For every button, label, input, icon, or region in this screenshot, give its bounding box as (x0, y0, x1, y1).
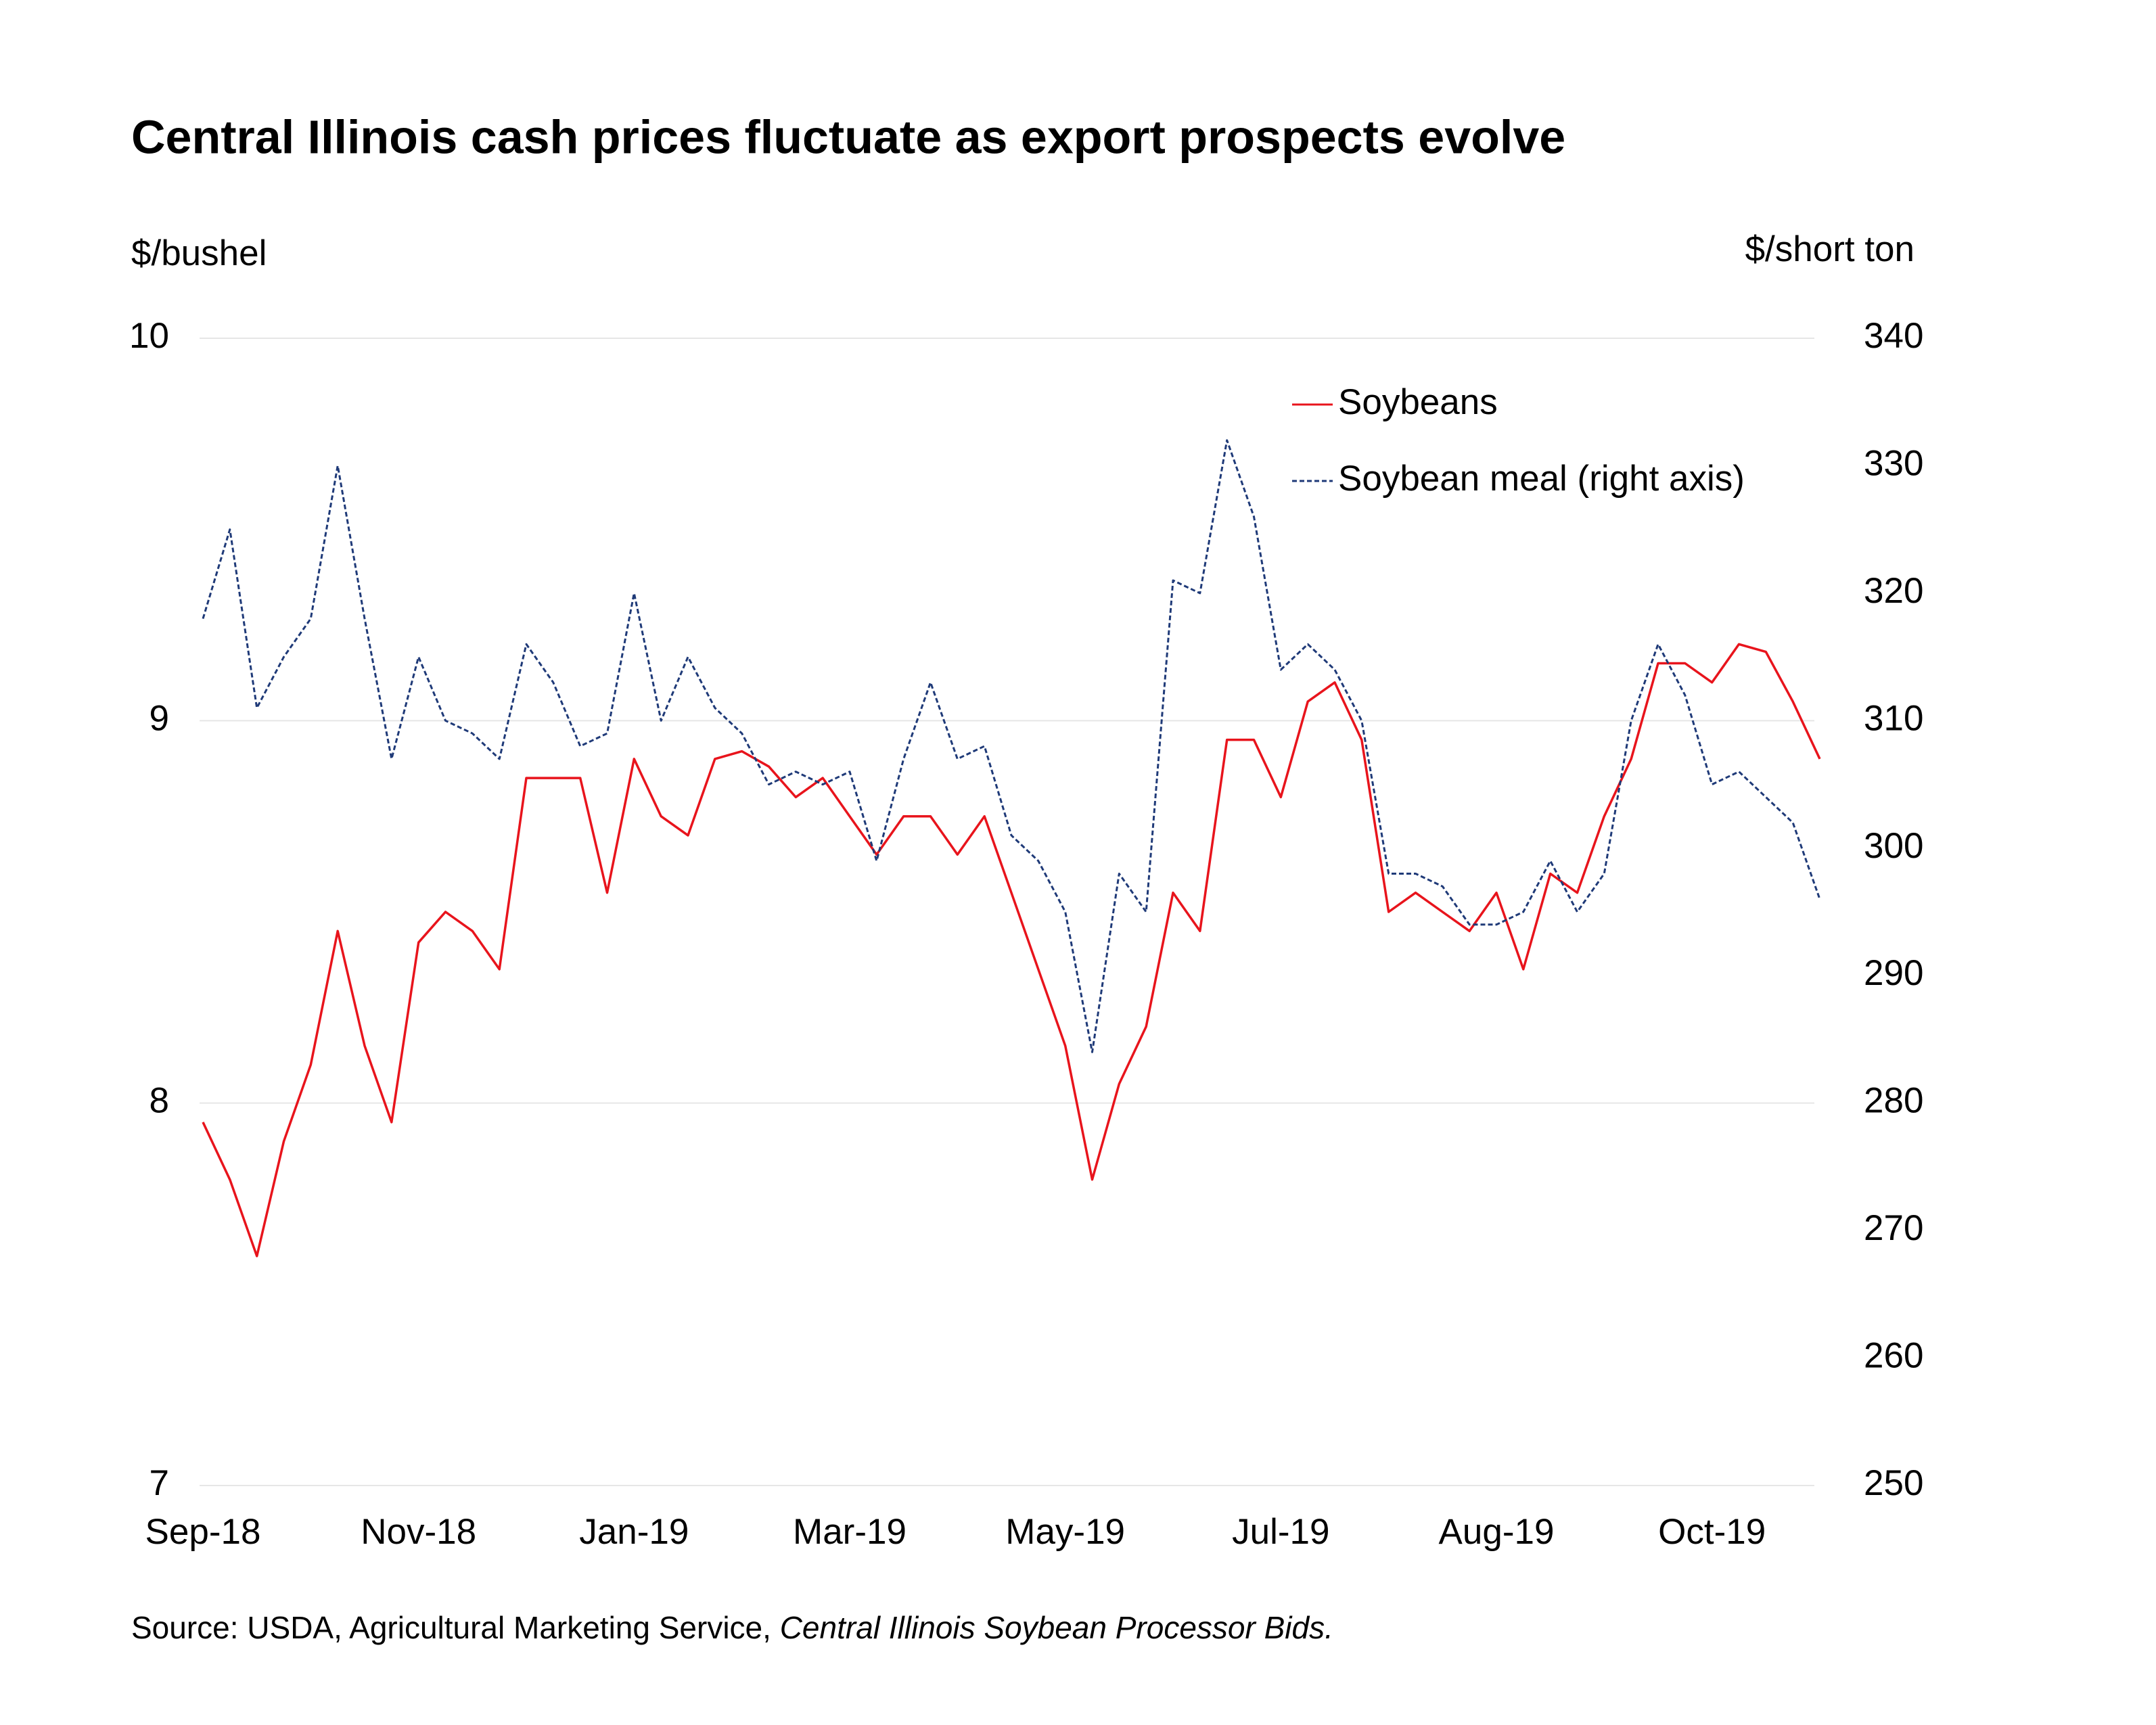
x-tick-label: May-19 (1005, 1512, 1125, 1552)
y2-tick-label: 290 (1864, 953, 1923, 993)
y-tick-label: 7 (150, 1463, 169, 1503)
x-tick-label: Mar-19 (793, 1512, 907, 1552)
source: Source: USDA, Agricultural Marketing Ser… (131, 1610, 1333, 1645)
y-tick-label: 10 (129, 316, 169, 356)
x-tick-label: Nov-18 (361, 1512, 476, 1552)
y2-tick-label: 330 (1864, 443, 1923, 483)
y2-tick-label: 320 (1864, 571, 1923, 611)
y2-tick-label: 270 (1864, 1208, 1923, 1248)
y2-tick-label: 340 (1864, 316, 1923, 356)
y-tick-label: 9 (150, 698, 169, 738)
source-title: Central Illinois Soybean Processor Bids. (780, 1610, 1333, 1645)
y2-tick-label: 300 (1864, 826, 1923, 866)
y-tick-label: 8 (150, 1081, 169, 1121)
legend-label: Soybean meal (right axis) (1338, 459, 1745, 499)
y-axis-label: $/bushel (131, 233, 267, 273)
y2-tick-label: 280 (1864, 1081, 1923, 1121)
source-text: Source: USDA, Agricultural Marketing Ser… (131, 1610, 780, 1645)
legend-label: Soybeans (1338, 382, 1498, 422)
chart-title: Central Illinois cash prices fluctuate a… (131, 110, 1565, 163)
y2-tick-label: 260 (1864, 1336, 1923, 1376)
x-tick-label: Aug-19 (1439, 1512, 1555, 1552)
y2-tick-label: 310 (1864, 698, 1923, 738)
series-line (202, 643, 1821, 1258)
y2-tick-label: 250 (1864, 1463, 1923, 1503)
series-line (202, 439, 1821, 1053)
x-tick-label: Jan-19 (579, 1512, 689, 1552)
x-tick-label: Jul-19 (1232, 1512, 1329, 1552)
x-tick-label: Oct-19 (1658, 1512, 1766, 1552)
x-tick-label: Sep-18 (145, 1512, 261, 1552)
y2-axis-label: $/short ton (1745, 229, 1914, 269)
